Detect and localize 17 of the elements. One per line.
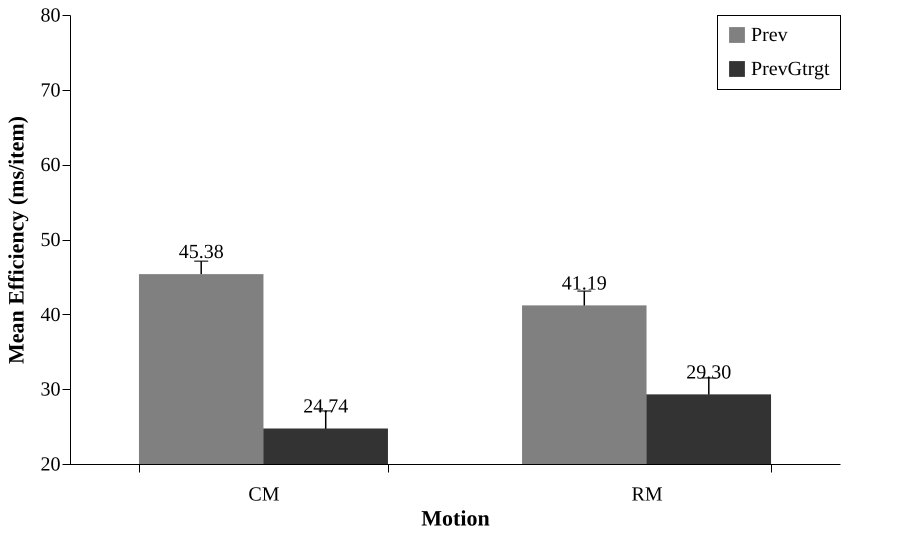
data-label: 29.30: [686, 361, 732, 384]
x-axis-title: Motion: [421, 506, 490, 530]
data-label: 45.38: [178, 241, 224, 264]
y-axis-title: Mean Efficiency (ms/item): [4, 116, 28, 364]
y-tick-label: 50: [40, 229, 60, 251]
data-label: 41.19: [562, 272, 607, 294]
y-tick-label: 80: [40, 4, 60, 26]
x-tick-label: CM: [248, 484, 280, 506]
legend-label: PrevGtrgt: [751, 58, 830, 80]
x-tick-label: RM: [631, 484, 663, 506]
y-tick-label: 60: [40, 154, 60, 176]
y-tick-label: 70: [40, 79, 60, 102]
y-tick-label: 20: [40, 454, 60, 476]
y-tick-label: 30: [40, 378, 60, 401]
y-tick-label: 40: [40, 304, 60, 326]
legend-label: Prev: [751, 24, 788, 46]
data-label: 24.74: [303, 396, 348, 418]
